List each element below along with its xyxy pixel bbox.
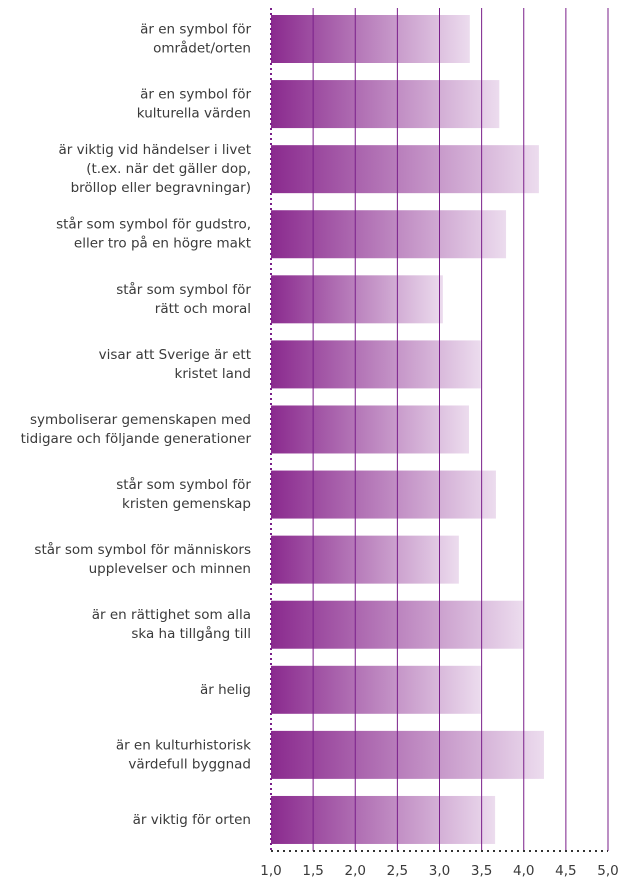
category-label-line: (t.ex. när det gäller dop, (86, 161, 251, 177)
category-label-line: är helig (200, 682, 251, 698)
category-label: är en symbol för kulturella värden (137, 87, 252, 122)
category-label-line: symboliserar gemenskapen med (30, 412, 251, 428)
category-label-line: kristen gemenskap (122, 496, 251, 512)
category-label: är en symbol för området/orten (140, 22, 251, 57)
category-label-line: upplevelser och minnen (89, 561, 251, 577)
category-label-line: är viktig vid händelser i livet (58, 142, 251, 158)
bar (271, 80, 500, 129)
x-tick-label: 4,5 (555, 863, 576, 879)
category-label-line: är viktig för orten (133, 812, 251, 828)
x-tick-label: 2,5 (387, 863, 408, 879)
category-label-line: är en rättighet som alla (92, 607, 251, 623)
category-label-line: visar att Sverige är ett (99, 347, 251, 363)
bar (271, 730, 544, 779)
category-label-line: värdefull byggnad (128, 756, 251, 772)
bar (271, 470, 496, 519)
category-label: är helig (200, 682, 251, 698)
category-label: står som symbol för människors upplevelse… (34, 541, 251, 577)
bar (271, 15, 470, 63)
bar (271, 340, 481, 389)
x-tick-label: 1,5 (302, 863, 323, 879)
category-label: är viktig vid händelser i livet (t.ex. nä… (58, 142, 251, 196)
x-tick-label: 1,0 (260, 863, 281, 879)
category-label: är en kulturhistorisk värdefull byggnad (116, 737, 251, 772)
x-tick-label: 3,0 (429, 863, 450, 879)
category-label-line: kulturella värden (137, 106, 251, 122)
category-label: står som symbol för kristen gemenskap (116, 476, 251, 512)
category-label-line: kristet land (175, 366, 252, 382)
category-label: står som symbol för gudstro, eller tro på… (56, 216, 251, 252)
category-label-line: bröllop eller begravningar) (71, 180, 251, 196)
category-label-line: tidigare och följande generationer (21, 431, 252, 447)
category-label: visar att Sverige är ett kristet land (99, 347, 251, 382)
x-tick-label: 3,5 (471, 863, 492, 879)
category-label-line: ska ha tillgång till (131, 625, 251, 642)
category-label-line: står som symbol för gudstro, (56, 216, 251, 233)
category-label-line: området/orten (153, 40, 251, 57)
category-label-line: eller tro på en högre makt (74, 235, 251, 252)
category-label: är en rättighet som alla ska ha tillgång … (92, 607, 251, 642)
bar (271, 665, 481, 714)
category-label-line: står som symbol för (116, 476, 251, 493)
category-label-line: är en symbol för (140, 22, 251, 38)
x-tick-label: 4,0 (513, 863, 534, 879)
category-label-line: är en kulturhistorisk (116, 737, 251, 753)
category-label: står som symbol för rätt och moral (116, 281, 251, 317)
bar (271, 535, 459, 584)
bar (271, 275, 443, 324)
category-label: symboliserar gemenskapen med tidigare och… (21, 412, 252, 447)
category-label: är viktig för orten (133, 812, 251, 828)
bar (271, 210, 507, 259)
category-label-line: rätt och moral (155, 301, 251, 317)
bar (271, 145, 539, 194)
category-label-line: är en symbol för (140, 87, 251, 103)
bar (271, 405, 469, 454)
x-tick-label: 2,0 (345, 863, 366, 879)
category-label-line: står som symbol för människors (34, 541, 251, 558)
x-tick-label: 5,0 (597, 863, 618, 879)
bar (271, 795, 496, 844)
category-label-line: står som symbol för (116, 281, 251, 298)
